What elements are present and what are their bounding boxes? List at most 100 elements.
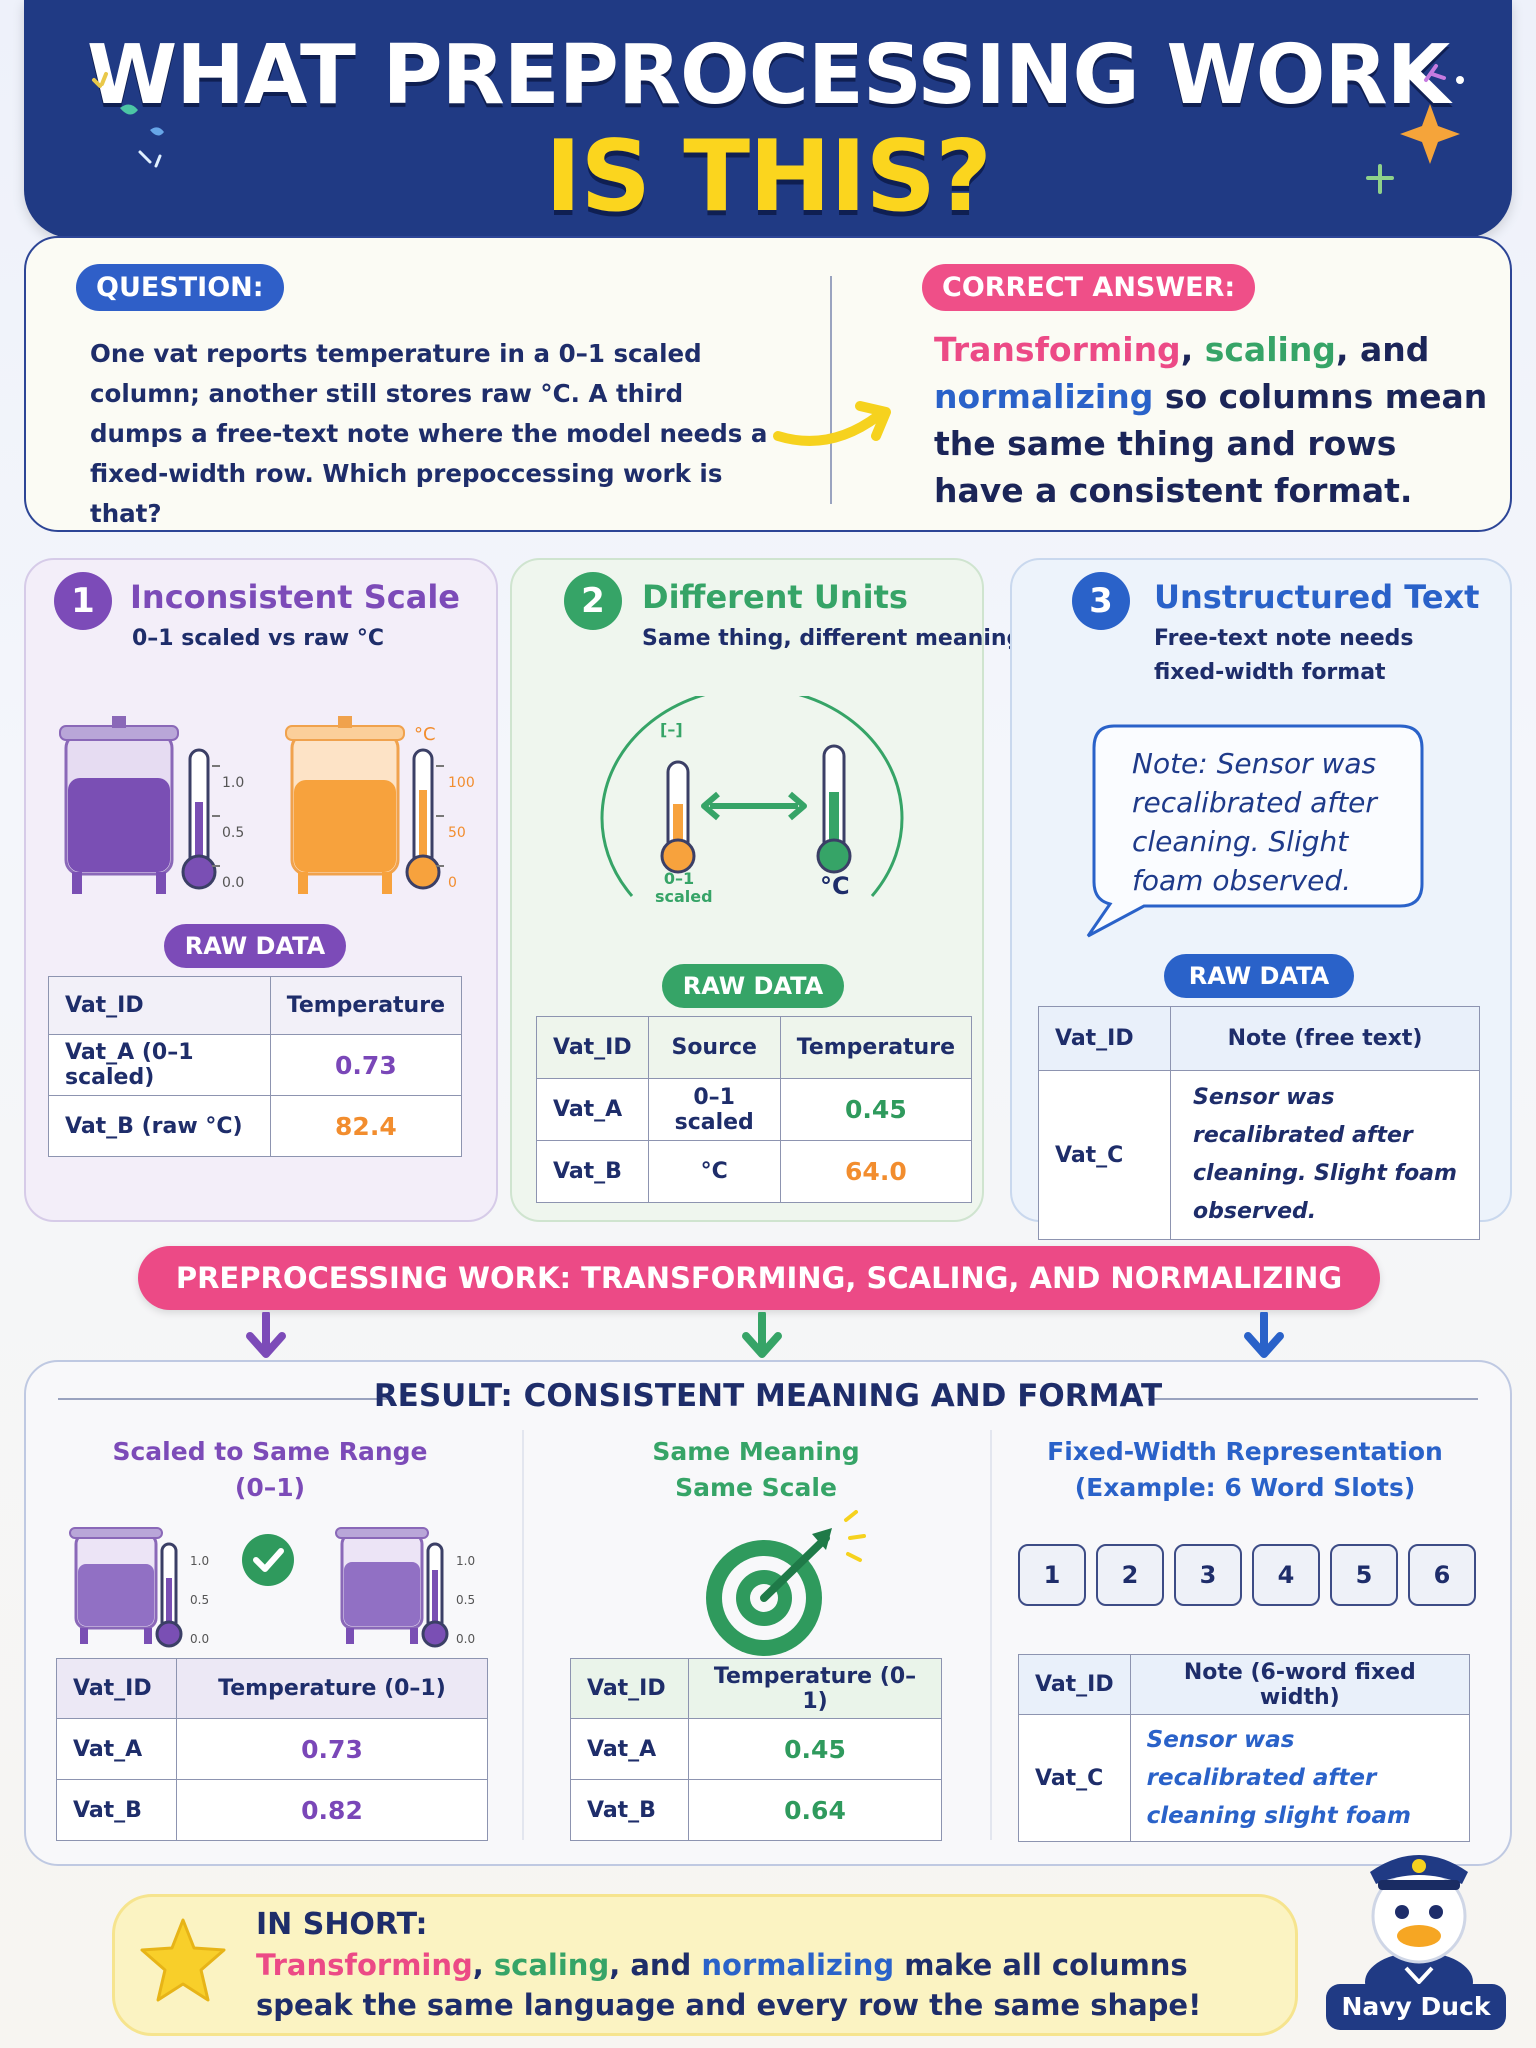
panel3-title: Unstructured Text (1154, 578, 1480, 616)
table-header: Temperature (0–1) (688, 1658, 942, 1719)
table-cell: Vat_A (56, 1718, 177, 1780)
table-cell: °C (647, 1140, 781, 1203)
tick: 1.0 (456, 1554, 476, 1568)
in-short-text: Transforming, scaling, and normalizing m… (256, 1945, 1276, 2025)
table-cell: Vat_A (0–1 scaled) (48, 1034, 271, 1096)
table-cell: 64.0 (779, 1140, 973, 1203)
answer-word-scaling: scaling (1204, 330, 1336, 369)
arrow-down-purple-icon (246, 1312, 286, 1358)
tick: 0.0 (222, 875, 245, 891)
tick: 0 (448, 875, 457, 891)
table-header: Note (free text) (1170, 1006, 1480, 1071)
short-rest: make all columns speak the same language… (256, 1948, 1202, 2022)
arrow-down-blue-icon (1244, 1312, 1284, 1358)
tick: 1.0 (222, 775, 245, 791)
panel1-title: Inconsistent Scale (130, 578, 460, 616)
panel2-title: Different Units (642, 578, 908, 616)
table-header: Vat_ID (56, 1658, 177, 1719)
table-header: Temperature (269, 976, 463, 1035)
result-right-ticks: 1.0 0.5 0.0 (456, 1542, 475, 1659)
tick: 50 (448, 825, 466, 841)
question-label: QUESTION: (76, 264, 284, 311)
panel3-subtitle: Free-text note needs fixed-width format (1154, 622, 1413, 690)
short-sep2: , and (609, 1948, 702, 1982)
table-cell: 0.73 (269, 1034, 463, 1096)
panel2-scaled-top-mark: [–] (660, 720, 683, 739)
scaled-label-line1: 0–1 (663, 869, 695, 888)
result-left-ticks: 1.0 0.5 0.0 (190, 1542, 209, 1659)
table-cell: Vat_B (raw °C) (48, 1095, 271, 1157)
result-title: RESULT: CONSISTENT MEANING AND FORMAT (373, 1378, 1163, 1414)
short-word-scaling: scaling (493, 1948, 610, 1982)
navy-duck-mascot-icon (1365, 1855, 1473, 2002)
page-title-line2: IS THIS? (545, 120, 992, 234)
panel3-table: Vat_ID Note (free text) Vat_C Sensor was… (1038, 1006, 1480, 1240)
col1-title-line1: Scaled to Same Range (112, 1437, 428, 1466)
panel1-right-ticks: 100 50 0 (448, 758, 475, 908)
answer-word-transforming: Transforming (934, 330, 1181, 369)
table-cell: Sensor was recalibrated after cleaning. … (1170, 1070, 1480, 1240)
result-rule-right (1148, 1398, 1478, 1400)
col3-title-line2: (Example: 6 Word Slots) (1074, 1473, 1416, 1502)
subtitle-line2: fixed-width format (1154, 660, 1386, 685)
result-col1-title: Scaled to Same Range (0–1) (60, 1434, 480, 1506)
table-cell: Sensor was recalibrated after cleaning s… (1129, 1714, 1471, 1842)
tick: 0.5 (190, 1593, 210, 1607)
panel2-raw-data-label: RAW DATA (662, 964, 844, 1008)
yellow-arrow-icon (773, 401, 891, 446)
scaled-label-line2: scaled (655, 887, 713, 906)
subtitle-line1: Free-text note needs (1154, 626, 1414, 651)
word-slot: 4 (1252, 1544, 1320, 1606)
panel2-scaled-label: 0–1 scaled (655, 869, 713, 906)
short-word-normalizing: normalizing (701, 1948, 895, 1982)
table-header: Vat_ID (48, 976, 271, 1035)
panel1-left-ticks: 1.0 0.5 0.0 (222, 758, 244, 908)
card-divider (830, 276, 832, 504)
panel1-table: Vat_ID Temperature Vat_A (0–1 scaled) 0.… (48, 976, 463, 1157)
table-cell: Vat_B (536, 1140, 649, 1203)
panel2-number: 2 (564, 572, 622, 630)
table-cell: Vat_C (1018, 1714, 1131, 1842)
preprocessing-banner: PREPROCESSING WORK: TRANSFORMING, SCALIN… (138, 1246, 1380, 1310)
panel2-subtitle: Same thing, different meaning (642, 626, 1023, 651)
tick: 0.0 (190, 1632, 210, 1646)
table-cell: 0.64 (688, 1779, 942, 1841)
answer-sep1: , (1180, 330, 1205, 369)
target-icon (706, 1510, 866, 1656)
speech-bubble-shape (1086, 724, 1424, 938)
in-short-box (112, 1894, 1298, 2036)
table-header: Source (647, 1016, 781, 1079)
table-cell: 0.82 (176, 1779, 488, 1841)
table-cell: 0.45 (688, 1718, 942, 1780)
table-cell: 0.45 (779, 1078, 973, 1141)
result-col2-table: Vat_ID Temperature (0–1) Vat_A 0.45 Vat_… (570, 1658, 942, 1841)
page-title-line1: WHAT PREPROCESSING WORK (86, 28, 1450, 123)
panel3-number: 3 (1072, 572, 1130, 630)
word-slot: 5 (1330, 1544, 1398, 1606)
panel3-raw-data-label: RAW DATA (1164, 954, 1354, 998)
sparkle-right-icon (1366, 64, 1464, 194)
answer-sep2: , and (1335, 330, 1430, 369)
word-slot: 3 (1174, 1544, 1242, 1606)
table-header: Vat_ID (570, 1658, 689, 1719)
tick: 0.0 (456, 1632, 476, 1646)
table-header: Temperature (779, 1016, 973, 1079)
word-slot: 1 (1018, 1544, 1086, 1606)
panel1-raw-data-label: RAW DATA (164, 924, 346, 968)
table-header: Temperature (0–1) (176, 1658, 488, 1719)
panel2-table: Vat_ID Source Temperature Vat_A 0–1 scal… (536, 1016, 973, 1203)
short-sep1: , (472, 1948, 494, 1982)
answer-word-normalizing: normalizing (934, 377, 1154, 416)
tick: 1.0 (190, 1554, 210, 1568)
table-cell: Vat_C (1038, 1070, 1171, 1240)
short-word-transforming: Transforming (256, 1948, 473, 1982)
result-divider-1 (522, 1430, 524, 1840)
result-divider-2 (990, 1430, 992, 1840)
panel1-subtitle: 0–1 scaled vs raw °C (132, 626, 385, 651)
vats-thermometers-illustration (59, 716, 444, 894)
word-slot: 2 (1096, 1544, 1164, 1606)
navy-duck-label: Navy Duck (1326, 1984, 1506, 2030)
result-col2-title: Same Meaning Same Scale (556, 1434, 956, 1506)
note-bubble-text: Note: Sensor was recalibrated after clea… (1132, 747, 1377, 897)
table-cell: Vat_A (570, 1718, 689, 1780)
